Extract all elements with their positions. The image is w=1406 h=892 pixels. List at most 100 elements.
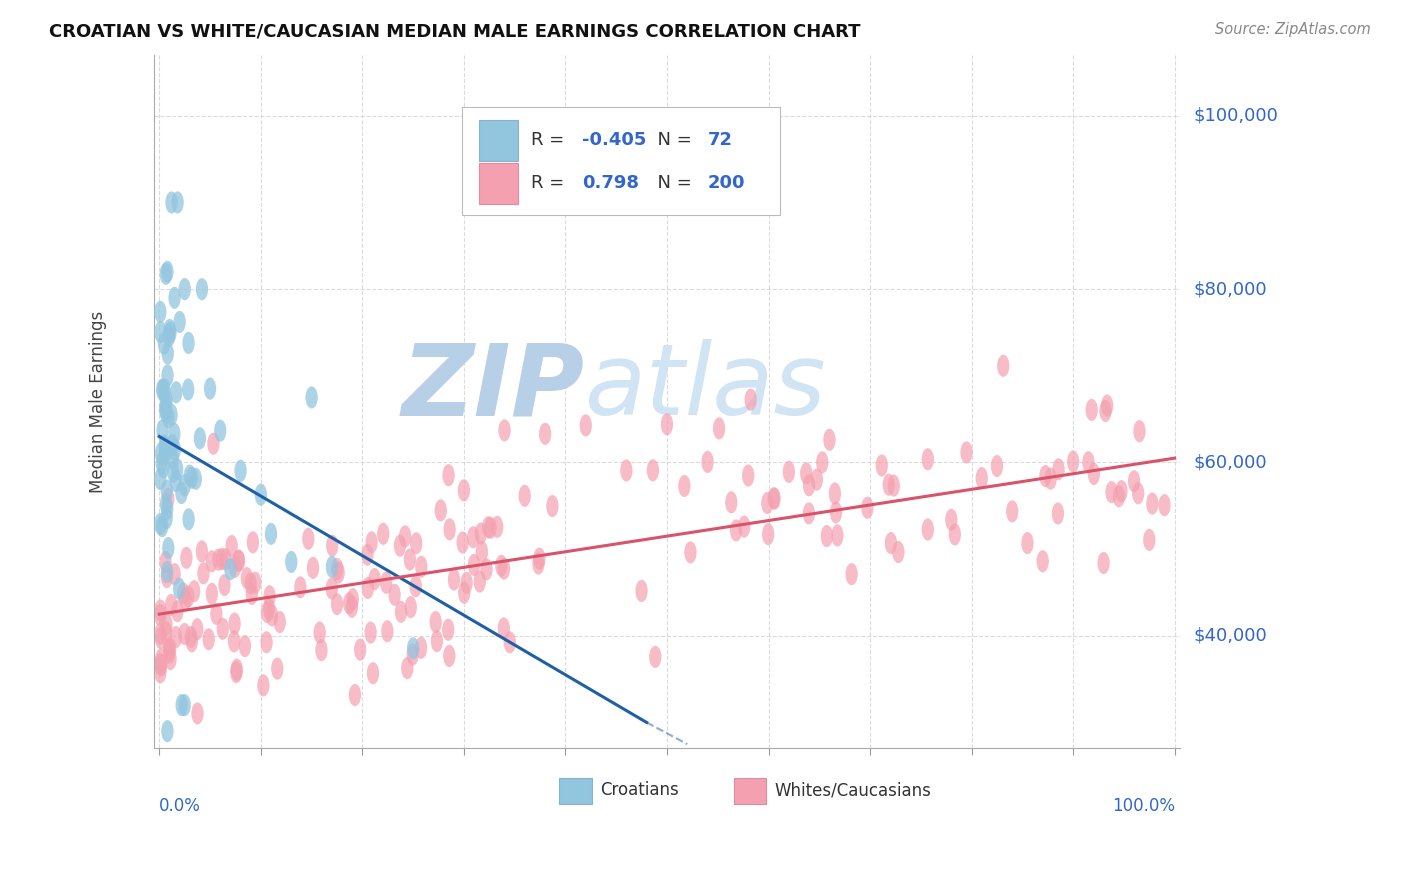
Ellipse shape — [159, 398, 172, 420]
Ellipse shape — [922, 448, 934, 470]
Ellipse shape — [239, 635, 252, 657]
Ellipse shape — [443, 518, 456, 541]
Text: 200: 200 — [709, 175, 745, 193]
Ellipse shape — [177, 582, 190, 605]
Ellipse shape — [443, 464, 454, 486]
Ellipse shape — [169, 286, 181, 309]
Ellipse shape — [468, 554, 481, 576]
Ellipse shape — [332, 562, 344, 583]
Ellipse shape — [195, 278, 208, 301]
Ellipse shape — [976, 467, 988, 489]
Text: 0.798: 0.798 — [582, 175, 638, 193]
Ellipse shape — [167, 448, 179, 470]
Text: $60,000: $60,000 — [1194, 453, 1267, 472]
Ellipse shape — [159, 434, 172, 457]
Ellipse shape — [443, 645, 456, 667]
Ellipse shape — [394, 534, 406, 557]
Ellipse shape — [179, 623, 191, 645]
Ellipse shape — [155, 442, 167, 464]
Ellipse shape — [173, 310, 186, 333]
Ellipse shape — [205, 550, 218, 573]
Ellipse shape — [354, 639, 367, 661]
Ellipse shape — [233, 549, 245, 572]
Ellipse shape — [160, 621, 173, 643]
Ellipse shape — [1007, 500, 1018, 523]
Ellipse shape — [458, 582, 471, 604]
Ellipse shape — [347, 588, 359, 610]
Ellipse shape — [183, 508, 195, 531]
Ellipse shape — [302, 528, 315, 549]
Ellipse shape — [155, 623, 166, 645]
Ellipse shape — [155, 599, 166, 622]
Ellipse shape — [349, 684, 361, 706]
Ellipse shape — [441, 618, 454, 640]
Ellipse shape — [315, 639, 328, 661]
Ellipse shape — [828, 483, 841, 505]
Ellipse shape — [294, 576, 307, 599]
Ellipse shape — [474, 571, 486, 592]
Ellipse shape — [172, 600, 184, 623]
Ellipse shape — [1105, 481, 1118, 503]
Ellipse shape — [271, 657, 284, 680]
Ellipse shape — [762, 523, 775, 545]
Text: Croatians: Croatians — [600, 781, 679, 799]
Ellipse shape — [884, 532, 897, 554]
Ellipse shape — [160, 507, 173, 529]
Ellipse shape — [430, 630, 443, 652]
Ellipse shape — [257, 674, 270, 697]
Ellipse shape — [231, 661, 242, 683]
Ellipse shape — [274, 611, 285, 633]
Ellipse shape — [219, 548, 232, 570]
Ellipse shape — [824, 429, 835, 450]
Ellipse shape — [160, 566, 173, 588]
Ellipse shape — [155, 468, 166, 490]
Ellipse shape — [620, 459, 633, 482]
Ellipse shape — [395, 601, 408, 623]
Ellipse shape — [811, 468, 823, 491]
Ellipse shape — [475, 541, 488, 563]
Ellipse shape — [1067, 450, 1080, 473]
Ellipse shape — [475, 523, 486, 545]
Ellipse shape — [214, 419, 226, 442]
Ellipse shape — [155, 654, 167, 676]
Ellipse shape — [330, 593, 343, 615]
Ellipse shape — [1021, 532, 1033, 554]
Ellipse shape — [498, 419, 510, 442]
Ellipse shape — [636, 580, 648, 602]
Text: Median Male Earnings: Median Male Earnings — [89, 310, 107, 493]
Ellipse shape — [768, 487, 780, 509]
Ellipse shape — [169, 423, 180, 445]
Ellipse shape — [172, 458, 183, 480]
Ellipse shape — [235, 459, 246, 482]
Ellipse shape — [260, 632, 273, 653]
Ellipse shape — [685, 541, 696, 564]
Ellipse shape — [761, 492, 773, 514]
Ellipse shape — [197, 562, 209, 584]
Ellipse shape — [176, 482, 187, 504]
Ellipse shape — [170, 626, 181, 648]
Text: R =: R = — [530, 175, 569, 193]
Ellipse shape — [160, 393, 172, 416]
Ellipse shape — [155, 648, 167, 671]
Ellipse shape — [862, 497, 873, 519]
Ellipse shape — [330, 558, 343, 580]
Ellipse shape — [457, 532, 468, 554]
Ellipse shape — [730, 519, 742, 541]
Ellipse shape — [162, 260, 173, 283]
Ellipse shape — [162, 488, 174, 510]
Ellipse shape — [831, 524, 844, 547]
Ellipse shape — [159, 443, 172, 466]
Ellipse shape — [155, 321, 167, 343]
Ellipse shape — [949, 524, 960, 546]
Ellipse shape — [166, 192, 177, 213]
Ellipse shape — [702, 450, 714, 473]
Ellipse shape — [155, 513, 166, 535]
Ellipse shape — [406, 637, 419, 659]
Ellipse shape — [215, 548, 228, 570]
Ellipse shape — [169, 563, 181, 585]
Ellipse shape — [191, 702, 204, 724]
Ellipse shape — [368, 568, 381, 591]
Ellipse shape — [1052, 458, 1064, 481]
Ellipse shape — [519, 484, 531, 507]
Ellipse shape — [163, 318, 176, 341]
